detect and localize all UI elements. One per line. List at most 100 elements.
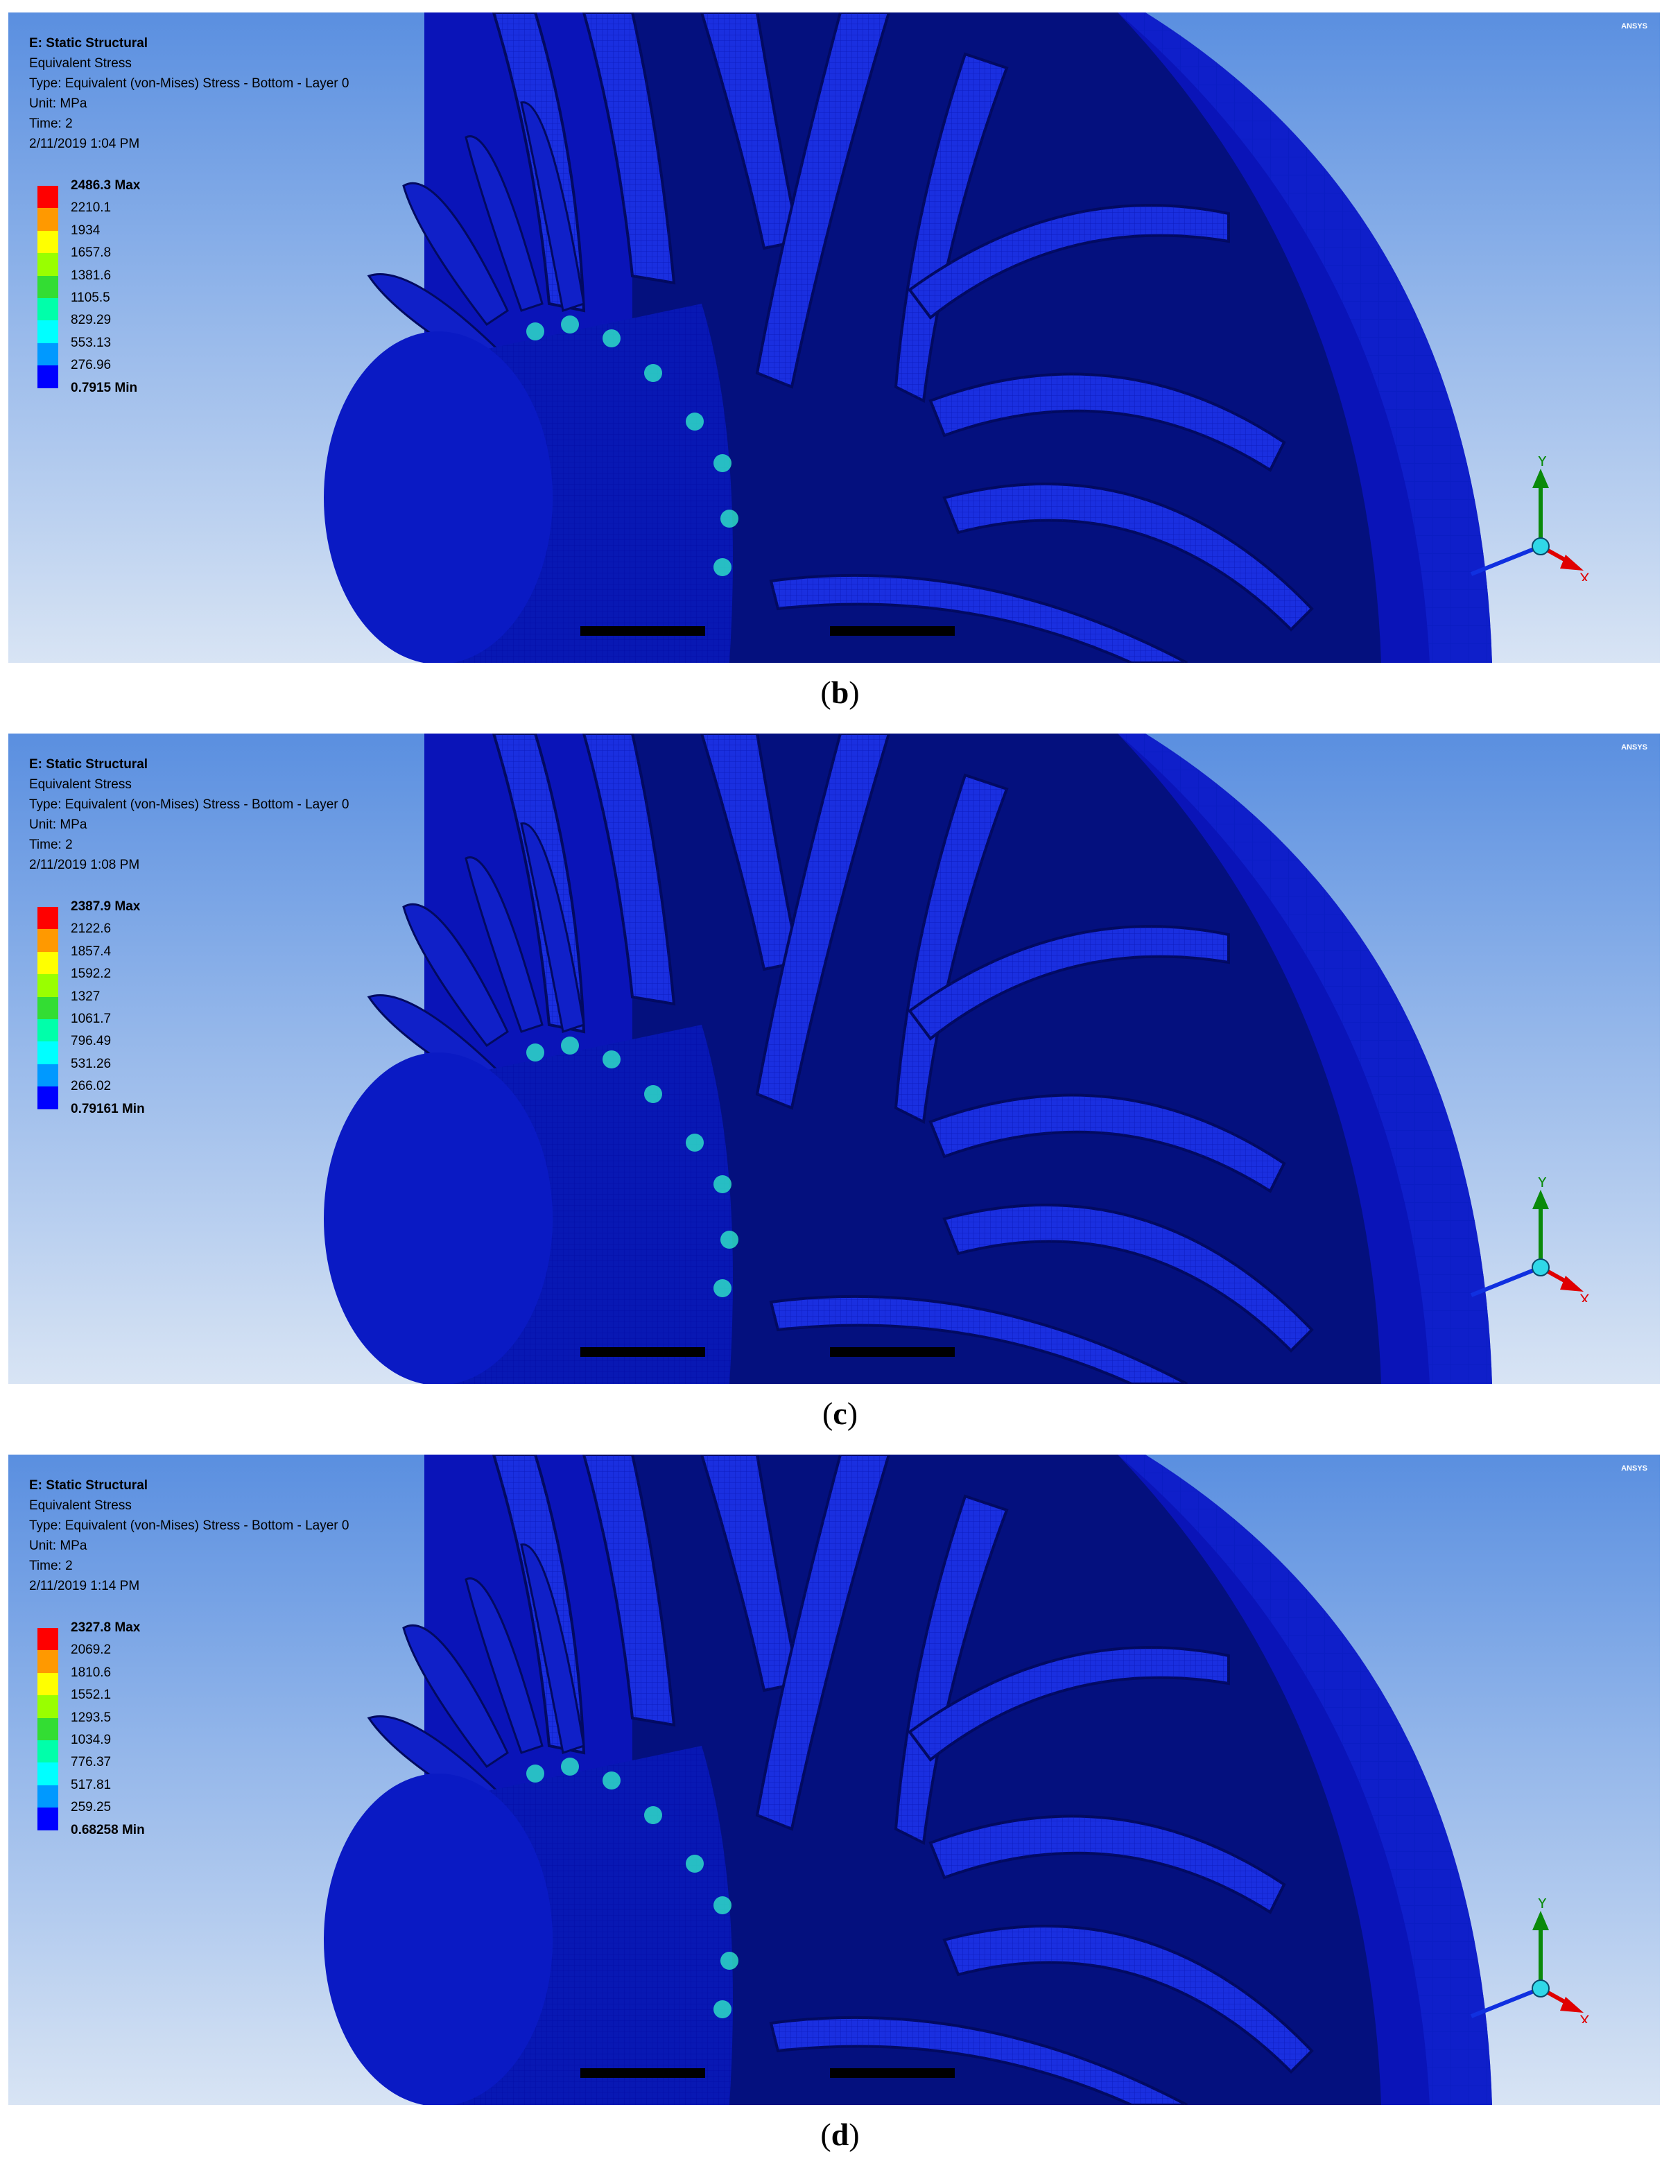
- legend-label: 0.79161 Min: [71, 1101, 145, 1116]
- legend-swatch: [37, 907, 58, 930]
- result-panel-d: E: Static Structural Equivalent Stress Typ…: [8, 1455, 1660, 2105]
- ansys-logo: ANSYS: [1621, 743, 1647, 752]
- legend-label: 776.37: [71, 1755, 112, 1770]
- axis-triad: YX: [1470, 456, 1589, 581]
- legend-swatch: [37, 996, 58, 1019]
- panel-caption: (b): [820, 675, 860, 710]
- legend-label: 1061.7: [71, 1011, 112, 1026]
- result-name: Equivalent Stress: [29, 56, 132, 71]
- legend-swatch: [37, 974, 58, 997]
- legend-label: 1657.8: [71, 245, 112, 261]
- result-details: E: Static Structural Equivalent Stress Typ…: [29, 754, 349, 875]
- legend-swatch: [37, 929, 58, 952]
- legend-label: 259.25: [71, 1800, 112, 1815]
- result-name: Equivalent Stress: [29, 777, 132, 792]
- legend-swatch: [37, 1762, 58, 1785]
- legend-label: 531.26: [71, 1056, 112, 1071]
- analysis-title: E: Static Structural: [29, 1478, 148, 1493]
- legend-swatch: [37, 343, 58, 366]
- result-time: Time: 2: [29, 116, 73, 131]
- analysis-title: E: Static Structural: [29, 36, 148, 51]
- legend-swatch: [37, 365, 58, 388]
- ansys-logo: ANSYS: [1621, 22, 1647, 31]
- result-panel-b: E: Static Structural Equivalent Stress Typ…: [8, 12, 1660, 663]
- legend-label: 1552.1: [71, 1688, 112, 1703]
- legend-label: 553.13: [71, 335, 112, 350]
- legend-swatch: [37, 951, 58, 975]
- legend-label: 0.68258 Min: [71, 1822, 145, 1837]
- legend-swatch: [37, 253, 58, 276]
- legend-swatch: [37, 1019, 58, 1042]
- result-type: Type: Equivalent (von-Mises) Stress - Bo…: [29, 1518, 349, 1533]
- legend-swatch: [37, 1717, 58, 1740]
- legend-swatch: [37, 1695, 58, 1718]
- legend-label: 1381.6: [71, 268, 112, 283]
- legend-swatch: [37, 230, 58, 254]
- legend-swatch: [37, 1041, 58, 1064]
- result-date: 2/11/2019 1:14 PM: [29, 1579, 140, 1593]
- x-axis-label: X: [1579, 2012, 1589, 2023]
- result-date: 2/11/2019 1:04 PM: [29, 137, 140, 151]
- legend-label: 276.96: [71, 358, 112, 373]
- analysis-title: E: Static Structural: [29, 757, 148, 772]
- legend-label: 1293.5: [71, 1710, 112, 1725]
- x-arrow-icon: [1560, 1997, 1584, 2013]
- panel-caption: (c): [822, 1396, 858, 1431]
- result-panel-c: E: Static Structural Equivalent Stress Typ…: [8, 734, 1660, 1384]
- legend-swatch: [37, 1628, 58, 1651]
- legend-label: 2486.3 Max: [71, 178, 141, 193]
- legend-label: 517.81: [71, 1777, 112, 1792]
- legend-label: 2210.1: [71, 200, 112, 216]
- legend-label: 829.29: [71, 313, 112, 328]
- legend-label: 2069.2: [71, 1643, 112, 1658]
- result-unit: Unit: MPa: [29, 96, 87, 111]
- result-details: E: Static Structural Equivalent Stress Typ…: [29, 1475, 349, 1596]
- result-date: 2/11/2019 1:08 PM: [29, 858, 140, 872]
- x-arrow-icon: [1560, 1276, 1584, 1292]
- legend-label: 1810.6: [71, 1665, 112, 1680]
- legend-swatch: [37, 1785, 58, 1808]
- legend-swatch: [37, 1650, 58, 1673]
- legend-label: 1857.4: [71, 944, 112, 959]
- legend-swatch: [37, 1740, 58, 1763]
- impeller-render: [324, 1455, 1492, 2105]
- legend-label: 0.7915 Min: [71, 380, 138, 395]
- impeller-render: [324, 734, 1492, 1384]
- impeller-render: [324, 12, 1492, 663]
- legend-swatch: [37, 1064, 58, 1087]
- legend-swatch: [37, 186, 58, 209]
- result-name: Equivalent Stress: [29, 1498, 132, 1513]
- y-arrow-icon: [1532, 469, 1549, 488]
- legend-swatch: [37, 1808, 58, 1830]
- result-time: Time: 2: [29, 1559, 73, 1573]
- legend-label: 1034.9: [71, 1732, 112, 1747]
- legend-label: 1934: [71, 223, 101, 238]
- result-unit: Unit: MPa: [29, 1539, 87, 1553]
- legend-label: 1592.2: [71, 967, 112, 982]
- legend-swatch: [37, 1672, 58, 1696]
- result-details: E: Static Structural Equivalent Stress Typ…: [29, 33, 349, 154]
- result-type: Type: Equivalent (von-Mises) Stress - Bo…: [29, 797, 349, 812]
- y-arrow-icon: [1532, 1911, 1549, 1930]
- legend-label: 2122.6: [71, 921, 112, 937]
- legend-label: 2387.9 Max: [71, 899, 141, 914]
- ansys-logo: ANSYS: [1621, 1464, 1647, 1473]
- y-axis-label: Y: [1537, 456, 1548, 469]
- result-time: Time: 2: [29, 838, 73, 852]
- y-axis-label: Y: [1537, 1898, 1548, 1912]
- axis-triad: YX: [1470, 1177, 1589, 1302]
- legend-label: 1327: [71, 989, 101, 1004]
- x-axis-label: X: [1579, 570, 1589, 581]
- axis-triad: YX: [1470, 1898, 1589, 2023]
- legend-label: 2327.8 Max: [71, 1620, 141, 1635]
- result-unit: Unit: MPa: [29, 817, 87, 832]
- panel-caption: (d): [820, 2117, 860, 2152]
- legend-swatch: [37, 1086, 58, 1109]
- legend-label: 266.02: [71, 1079, 112, 1094]
- legend-swatch: [37, 320, 58, 343]
- y-arrow-icon: [1532, 1190, 1549, 1209]
- result-type: Type: Equivalent (von-Mises) Stress - Bo…: [29, 76, 349, 91]
- legend-swatch: [37, 275, 58, 298]
- legend-swatch: [37, 297, 58, 321]
- legend-swatch: [37, 208, 58, 231]
